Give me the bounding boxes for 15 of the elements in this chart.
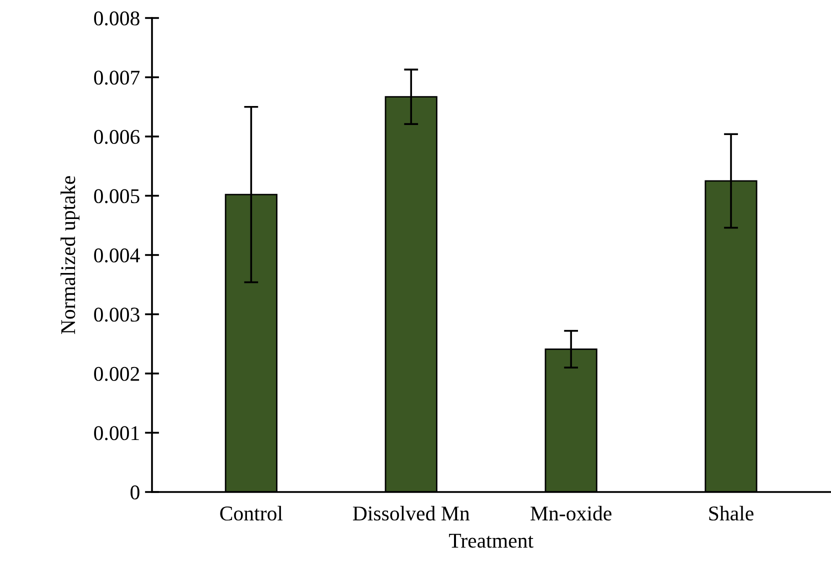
x-tick-label: Shale: [709, 506, 754, 521]
y-tick-label: 0.001: [94, 426, 139, 440]
y-tick-label: 0: [130, 485, 140, 500]
y-tick-label: 0.002: [94, 366, 140, 382]
y-tick-label: 0.007: [94, 70, 140, 85]
y-tick-label: 0.006: [94, 130, 140, 144]
y-axis-title: Normalized uptake: [60, 176, 80, 334]
y-tick-label: 0.008: [94, 11, 140, 26]
y-tick-label: 0.005: [94, 189, 140, 204]
y-tick-label: 0.003: [94, 308, 140, 322]
x-axis-title: Treatment: [449, 534, 534, 548]
x-tick-label: Control: [220, 506, 283, 521]
y-tick-label: 0.004: [94, 248, 140, 263]
x-tick-label: Dissolved Mn: [352, 506, 470, 521]
x-tick-label: Mn-oxide: [530, 506, 612, 521]
